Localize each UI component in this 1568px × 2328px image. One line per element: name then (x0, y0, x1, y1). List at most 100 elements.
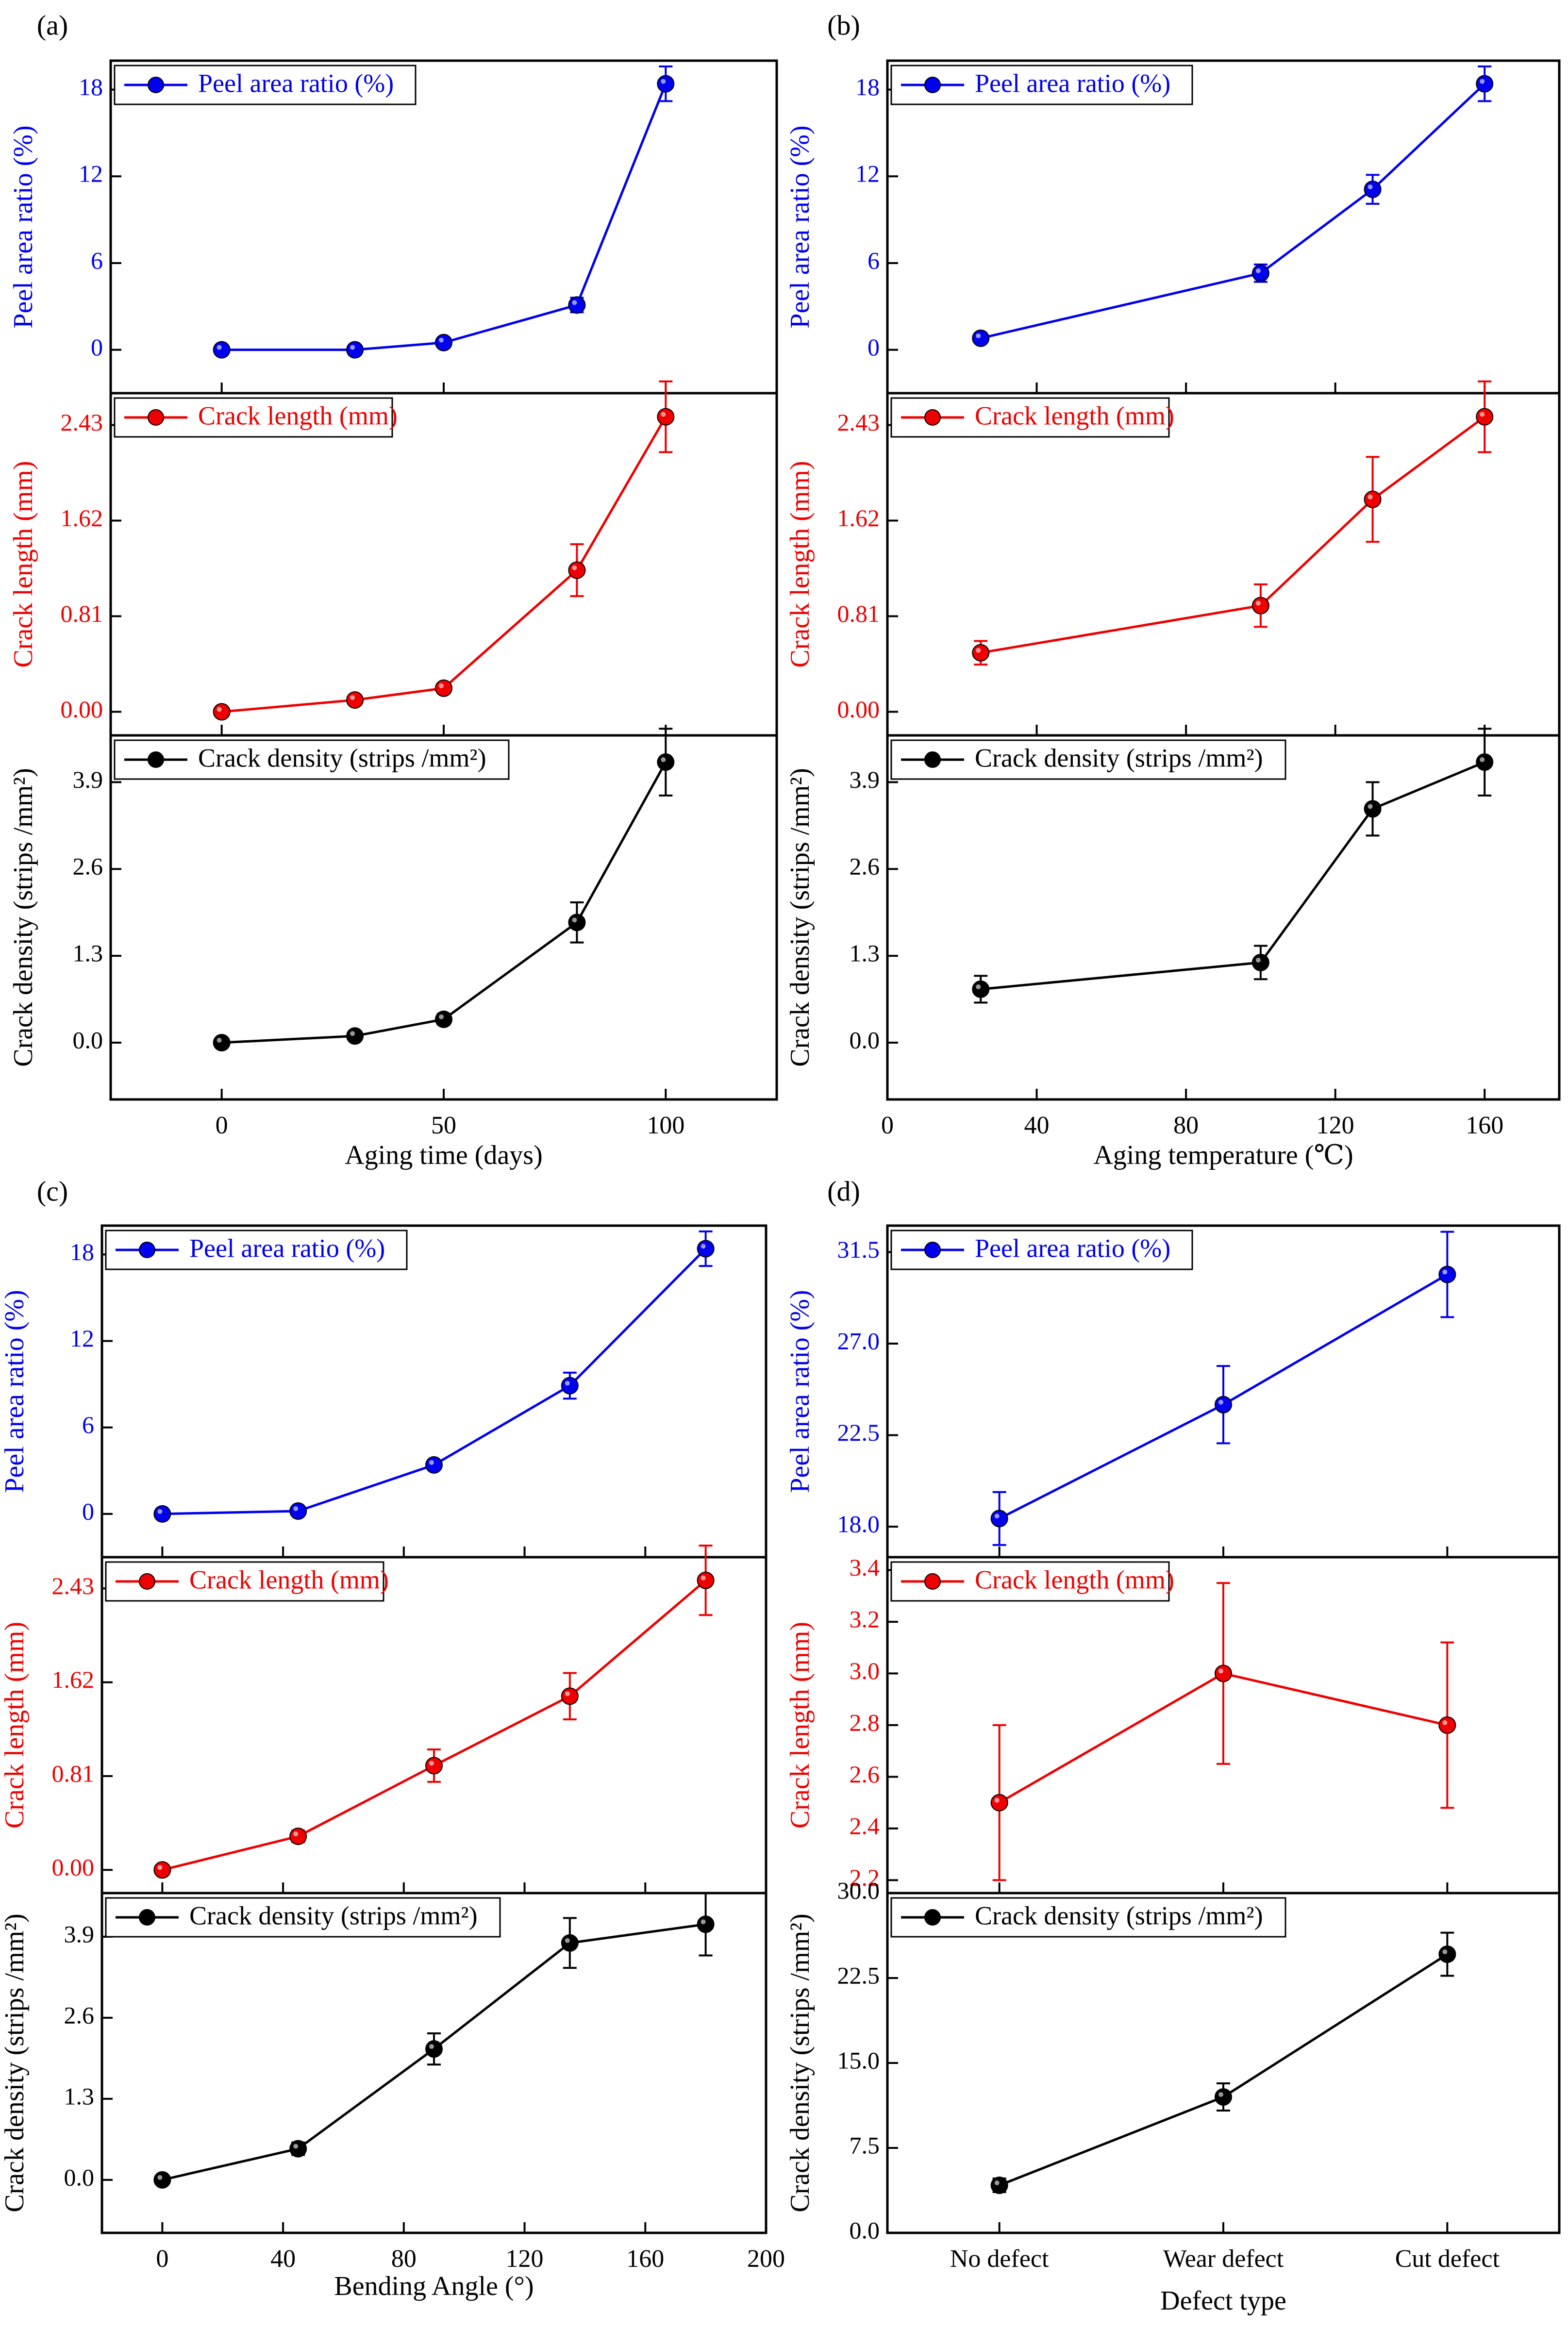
data-point (657, 753, 675, 771)
series-line (162, 1579, 707, 1871)
x-tick-label: 100 (647, 1112, 684, 1139)
data-point-highlight (994, 1797, 1000, 1803)
data-point-highlight (1480, 79, 1485, 84)
y-tick-label: 6 (867, 247, 880, 274)
data-point-highlight (701, 1575, 706, 1580)
data-point-highlight (439, 1014, 444, 1019)
y-tick-label: 2.2 (850, 1864, 880, 1891)
series-line (980, 761, 1485, 991)
y-tick-label: 2.43 (837, 409, 880, 436)
data-point (213, 1034, 231, 1052)
plot-frame (886, 734, 1561, 1101)
data-point-highlight (661, 757, 666, 763)
data-point-highlight (1218, 1399, 1223, 1405)
data-point (435, 1010, 452, 1028)
data-point (561, 1377, 579, 1395)
data-point-highlight (293, 2144, 299, 2149)
subplot-blue: 0 6 12 18 Peel area ratio (%) Peel area ratio… (785, 59, 1561, 395)
data-point (289, 1828, 307, 1846)
y-tick-label: 2.6 (64, 2001, 95, 2029)
data-point-highlight (994, 1513, 1000, 1519)
plot-frame (886, 59, 1561, 395)
x-tick-label: 40 (1024, 1112, 1050, 1139)
y-tick-label: 0.0 (850, 2216, 880, 2244)
y-axis-label: Crack length (mm) (785, 1622, 815, 1829)
data-point-highlight (1255, 957, 1261, 963)
y-tick-label: 0.00 (52, 1854, 95, 1881)
data-point (568, 914, 586, 931)
legend-label: Peel area ratio (%) (975, 68, 1170, 98)
y-tick-label: 0 (82, 1497, 94, 1525)
data-point-highlight (157, 1865, 163, 1870)
data-point (346, 691, 364, 709)
data-point-highlight (350, 695, 355, 700)
x-tick-label: 0 (216, 1112, 228, 1139)
legend-label: Crack length (mm) (198, 401, 398, 430)
data-point-highlight (1442, 1269, 1448, 1275)
plot-frame (100, 1892, 767, 2234)
data-point-highlight (572, 565, 577, 570)
data-point (425, 1456, 443, 1474)
y-tick-label: 0.00 (61, 696, 103, 723)
plot-frame (886, 1892, 1561, 2234)
legend-marker (148, 409, 164, 426)
y-tick-label: 2.6 (850, 1761, 880, 1788)
x-tick-label: No defect (950, 2245, 1049, 2273)
x-tick-label: 80 (391, 2245, 417, 2273)
legend-label: Crack density (strips /mm²) (189, 1901, 478, 1930)
plot-frame (886, 392, 1561, 737)
x-tick-label: 50 (431, 1112, 456, 1139)
data-point (1215, 1396, 1232, 1413)
data-point (568, 561, 586, 579)
data-point-highlight (429, 1460, 434, 1465)
x-tick-label: 160 (1466, 1112, 1503, 1139)
y-tick-label: 1.62 (52, 1666, 95, 1693)
subplot-black: 0.0 7.5 15.0 22.5 30.0 Crack density (strips … (785, 1877, 1561, 2244)
panel-d: (d) 18.0 22.5 27.0 31.5 Peel area ratio (%) Pe… (785, 1175, 1561, 2316)
data-point-highlight (1442, 1720, 1448, 1725)
data-point (289, 1502, 307, 1520)
legend-marker (924, 77, 941, 93)
plot-frame (100, 1556, 767, 1895)
data-point-highlight (994, 2180, 1000, 2185)
data-point-highlight (439, 337, 444, 343)
legend-marker (148, 77, 164, 93)
y-tick-label: 1.62 (61, 504, 103, 532)
data-point (1438, 1265, 1456, 1283)
y-tick-label: 12 (855, 160, 880, 187)
y-tick-label: 0.0 (73, 1026, 103, 1053)
x-tick-label: Wear defect (1163, 2245, 1284, 2273)
data-point (1476, 75, 1494, 93)
subplot-blue: 18.0 22.5 27.0 31.5 Peel area ratio (%) Peel … (785, 1224, 1561, 1559)
data-point (213, 341, 231, 359)
y-tick-label: 1.62 (837, 504, 880, 532)
y-axis-label: Crack length (mm) (0, 1622, 30, 1829)
y-tick-label: 0.0 (850, 1026, 880, 1053)
data-point (346, 341, 364, 359)
data-point-highlight (661, 79, 666, 84)
y-tick-label: 2.6 (850, 853, 880, 880)
y-tick-label: 3.9 (850, 766, 880, 793)
legend-label: Peel area ratio (%) (198, 68, 394, 98)
data-point-highlight (1368, 494, 1373, 499)
data-point-highlight (1255, 268, 1261, 273)
data-point (697, 1915, 715, 1933)
y-tick-label: 1.3 (64, 2082, 95, 2110)
data-point-highlight (661, 412, 666, 417)
data-point (1251, 264, 1269, 282)
data-point-highlight (976, 984, 981, 989)
y-tick-label: 2.43 (52, 1572, 95, 1599)
data-point-highlight (350, 345, 355, 350)
legend-marker (139, 1573, 155, 1590)
data-point (972, 980, 990, 998)
series-line (980, 83, 1485, 340)
y-axis-label: Crack density (strips /mm²) (785, 768, 815, 1067)
legend-marker (924, 1909, 941, 1926)
data-point (213, 703, 231, 721)
data-point (435, 679, 452, 697)
data-point (425, 2040, 443, 2058)
data-point (1364, 490, 1382, 508)
legend-marker (924, 1242, 941, 1258)
y-tick-label: 3.2 (850, 1606, 880, 1633)
